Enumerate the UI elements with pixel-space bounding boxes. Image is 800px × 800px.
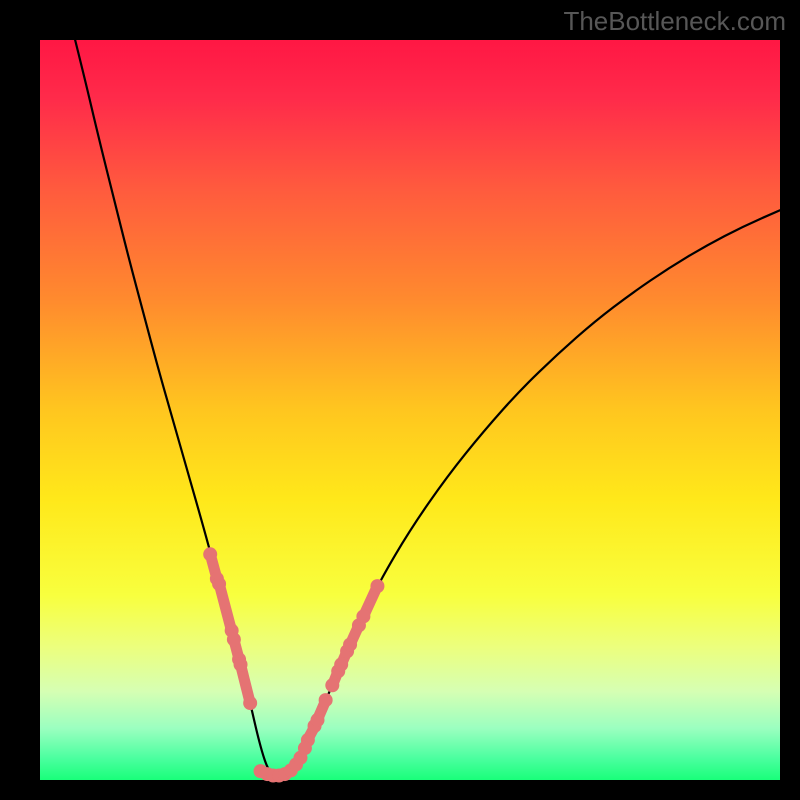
plot-area	[40, 40, 780, 780]
figure-root: TheBottleneck.com	[0, 0, 800, 800]
gradient-background	[40, 40, 780, 780]
watermark-text: TheBottleneck.com	[563, 6, 786, 37]
